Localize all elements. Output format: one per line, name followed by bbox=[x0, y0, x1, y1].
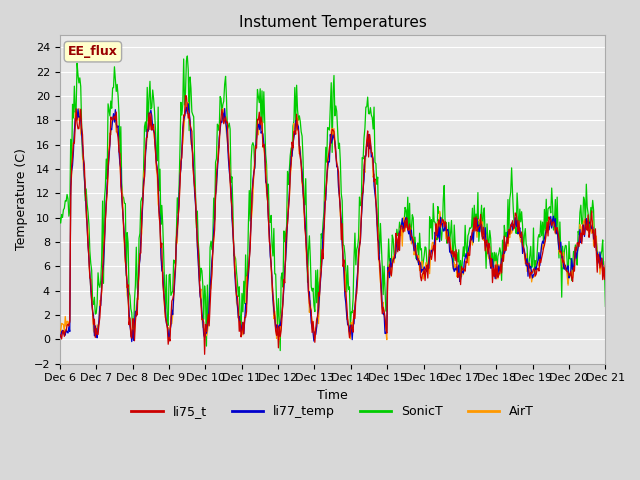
AirT bbox=[468, 242, 476, 248]
Text: EE_flux: EE_flux bbox=[68, 45, 118, 58]
li77_temp bbox=[468, 229, 476, 235]
SonicT bbox=[276, 348, 284, 353]
X-axis label: Time: Time bbox=[317, 389, 348, 402]
li77_temp bbox=[154, 165, 161, 171]
Y-axis label: Temperature (C): Temperature (C) bbox=[15, 149, 28, 251]
Line: li77_temp: li77_temp bbox=[60, 104, 605, 342]
SonicT bbox=[468, 205, 476, 211]
li75_t bbox=[380, 304, 387, 310]
SonicT bbox=[152, 149, 160, 155]
Legend: li75_t, li77_temp, SonicT, AirT: li75_t, li77_temp, SonicT, AirT bbox=[126, 400, 539, 423]
li77_temp bbox=[128, 339, 136, 345]
Line: SonicT: SonicT bbox=[60, 56, 605, 350]
AirT bbox=[602, 274, 609, 280]
li75_t bbox=[56, 331, 63, 337]
AirT bbox=[197, 286, 205, 292]
Title: Instument Temperatures: Instument Temperatures bbox=[239, 15, 426, 30]
AirT bbox=[422, 260, 430, 265]
li77_temp bbox=[305, 289, 312, 295]
SonicT bbox=[380, 292, 387, 298]
AirT bbox=[305, 275, 312, 281]
li75_t bbox=[305, 290, 312, 296]
AirT bbox=[184, 100, 192, 106]
AirT bbox=[152, 167, 160, 172]
li75_t bbox=[201, 351, 209, 357]
AirT bbox=[380, 300, 387, 305]
SonicT bbox=[422, 245, 430, 251]
li77_temp bbox=[422, 267, 430, 273]
AirT bbox=[56, 326, 63, 332]
SonicT bbox=[197, 265, 205, 271]
li77_temp bbox=[184, 101, 192, 107]
Line: li75_t: li75_t bbox=[60, 96, 605, 354]
SonicT bbox=[184, 53, 191, 59]
li75_t bbox=[422, 266, 430, 272]
AirT bbox=[275, 337, 283, 343]
li75_t bbox=[468, 228, 476, 233]
li75_t bbox=[182, 93, 189, 98]
li75_t bbox=[152, 161, 160, 167]
li75_t bbox=[602, 259, 609, 264]
li77_temp bbox=[198, 309, 205, 315]
SonicT bbox=[305, 248, 312, 253]
SonicT bbox=[56, 215, 63, 220]
li75_t bbox=[197, 300, 205, 306]
li77_temp bbox=[56, 333, 63, 338]
li77_temp bbox=[380, 311, 387, 317]
SonicT bbox=[602, 303, 609, 309]
Line: AirT: AirT bbox=[60, 103, 605, 340]
li77_temp bbox=[602, 268, 609, 274]
